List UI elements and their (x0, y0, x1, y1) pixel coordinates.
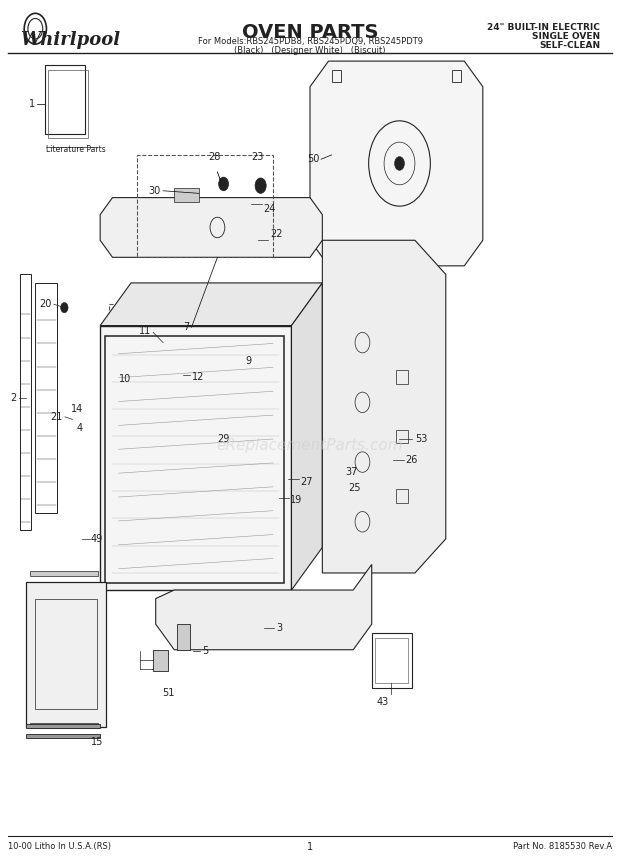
Text: Literature Parts: Literature Parts (46, 145, 105, 154)
Text: 25: 25 (348, 483, 361, 493)
Bar (48, 69, 88, 138)
Text: SINGLE OVEN: SINGLE OVEN (532, 33, 600, 41)
Bar (452, 69, 461, 82)
Text: 27: 27 (301, 477, 313, 487)
Text: 24: 24 (264, 204, 276, 214)
Text: 50: 50 (307, 154, 319, 164)
Text: 23: 23 (251, 152, 264, 162)
Text: 53: 53 (415, 434, 427, 444)
Polygon shape (100, 198, 322, 258)
Bar (35, 283, 57, 514)
Bar (105, 336, 284, 583)
Text: 43: 43 (377, 697, 389, 707)
Text: 10: 10 (119, 374, 131, 384)
Text: 15: 15 (91, 737, 104, 746)
Bar (137, 155, 273, 258)
Circle shape (255, 178, 266, 193)
Text: SELF-CLEAN: SELF-CLEAN (539, 41, 600, 51)
Circle shape (230, 360, 236, 369)
Text: 4: 4 (77, 423, 83, 433)
Polygon shape (100, 283, 322, 325)
Text: (Black)   (Designer White)   (Biscuit): (Black) (Designer White) (Biscuit) (234, 45, 386, 55)
Text: OVEN PARTS: OVEN PARTS (242, 23, 378, 42)
Bar (30, 723, 99, 728)
Bar (109, 304, 227, 389)
Text: 19: 19 (290, 496, 303, 505)
Text: 26: 26 (405, 455, 418, 465)
Bar (332, 69, 341, 82)
Polygon shape (322, 241, 446, 573)
Text: Part No. 8185530 Rev.A: Part No. 8185530 Rev.A (513, 841, 613, 851)
Text: 30: 30 (148, 186, 161, 196)
Text: 5: 5 (202, 646, 208, 657)
Text: eReplacementParts.com: eReplacementParts.com (216, 437, 404, 453)
Text: 20: 20 (40, 300, 52, 309)
Bar (26, 734, 100, 739)
Text: 14: 14 (71, 404, 83, 414)
Polygon shape (310, 61, 483, 266)
Bar (45, 65, 85, 134)
Polygon shape (26, 581, 106, 727)
Circle shape (394, 157, 404, 170)
Polygon shape (291, 283, 322, 590)
Bar (372, 633, 412, 688)
Text: 51: 51 (162, 688, 174, 698)
Text: 10-00 Litho In U.S.A.(RS): 10-00 Litho In U.S.A.(RS) (7, 841, 110, 851)
Bar (174, 188, 199, 202)
Bar (376, 638, 408, 683)
Bar (396, 430, 407, 443)
Text: 11: 11 (139, 325, 151, 336)
Bar (162, 334, 173, 349)
Bar (153, 650, 168, 671)
Text: For Models:RBS245PDB8, RBS245PDQ9, RBS245PDT9: For Models:RBS245PDB8, RBS245PDQ9, RBS24… (198, 37, 422, 46)
Text: 3: 3 (276, 623, 282, 633)
Bar (26, 724, 100, 728)
Text: 9: 9 (245, 356, 251, 366)
Text: 1: 1 (307, 841, 313, 852)
Bar (30, 571, 99, 576)
Text: 2: 2 (11, 393, 17, 403)
Text: 37: 37 (346, 467, 358, 478)
Text: 21: 21 (51, 412, 63, 422)
Text: 29: 29 (218, 434, 230, 444)
Bar (177, 624, 190, 650)
Bar (20, 275, 31, 531)
Text: 22: 22 (270, 229, 282, 240)
Polygon shape (156, 564, 372, 650)
Circle shape (61, 302, 68, 312)
Bar (35, 598, 97, 710)
Text: 1: 1 (29, 98, 35, 109)
Text: Whirlpool: Whirlpool (20, 32, 120, 50)
Polygon shape (100, 325, 291, 590)
Bar (396, 490, 407, 503)
Text: 7: 7 (184, 322, 190, 332)
Text: 12: 12 (192, 372, 204, 382)
Text: 49: 49 (91, 534, 103, 544)
Bar (396, 370, 407, 383)
Text: 28: 28 (208, 152, 221, 162)
Circle shape (219, 177, 229, 191)
Text: 24" BUILT-IN ELECTRIC: 24" BUILT-IN ELECTRIC (487, 23, 600, 32)
